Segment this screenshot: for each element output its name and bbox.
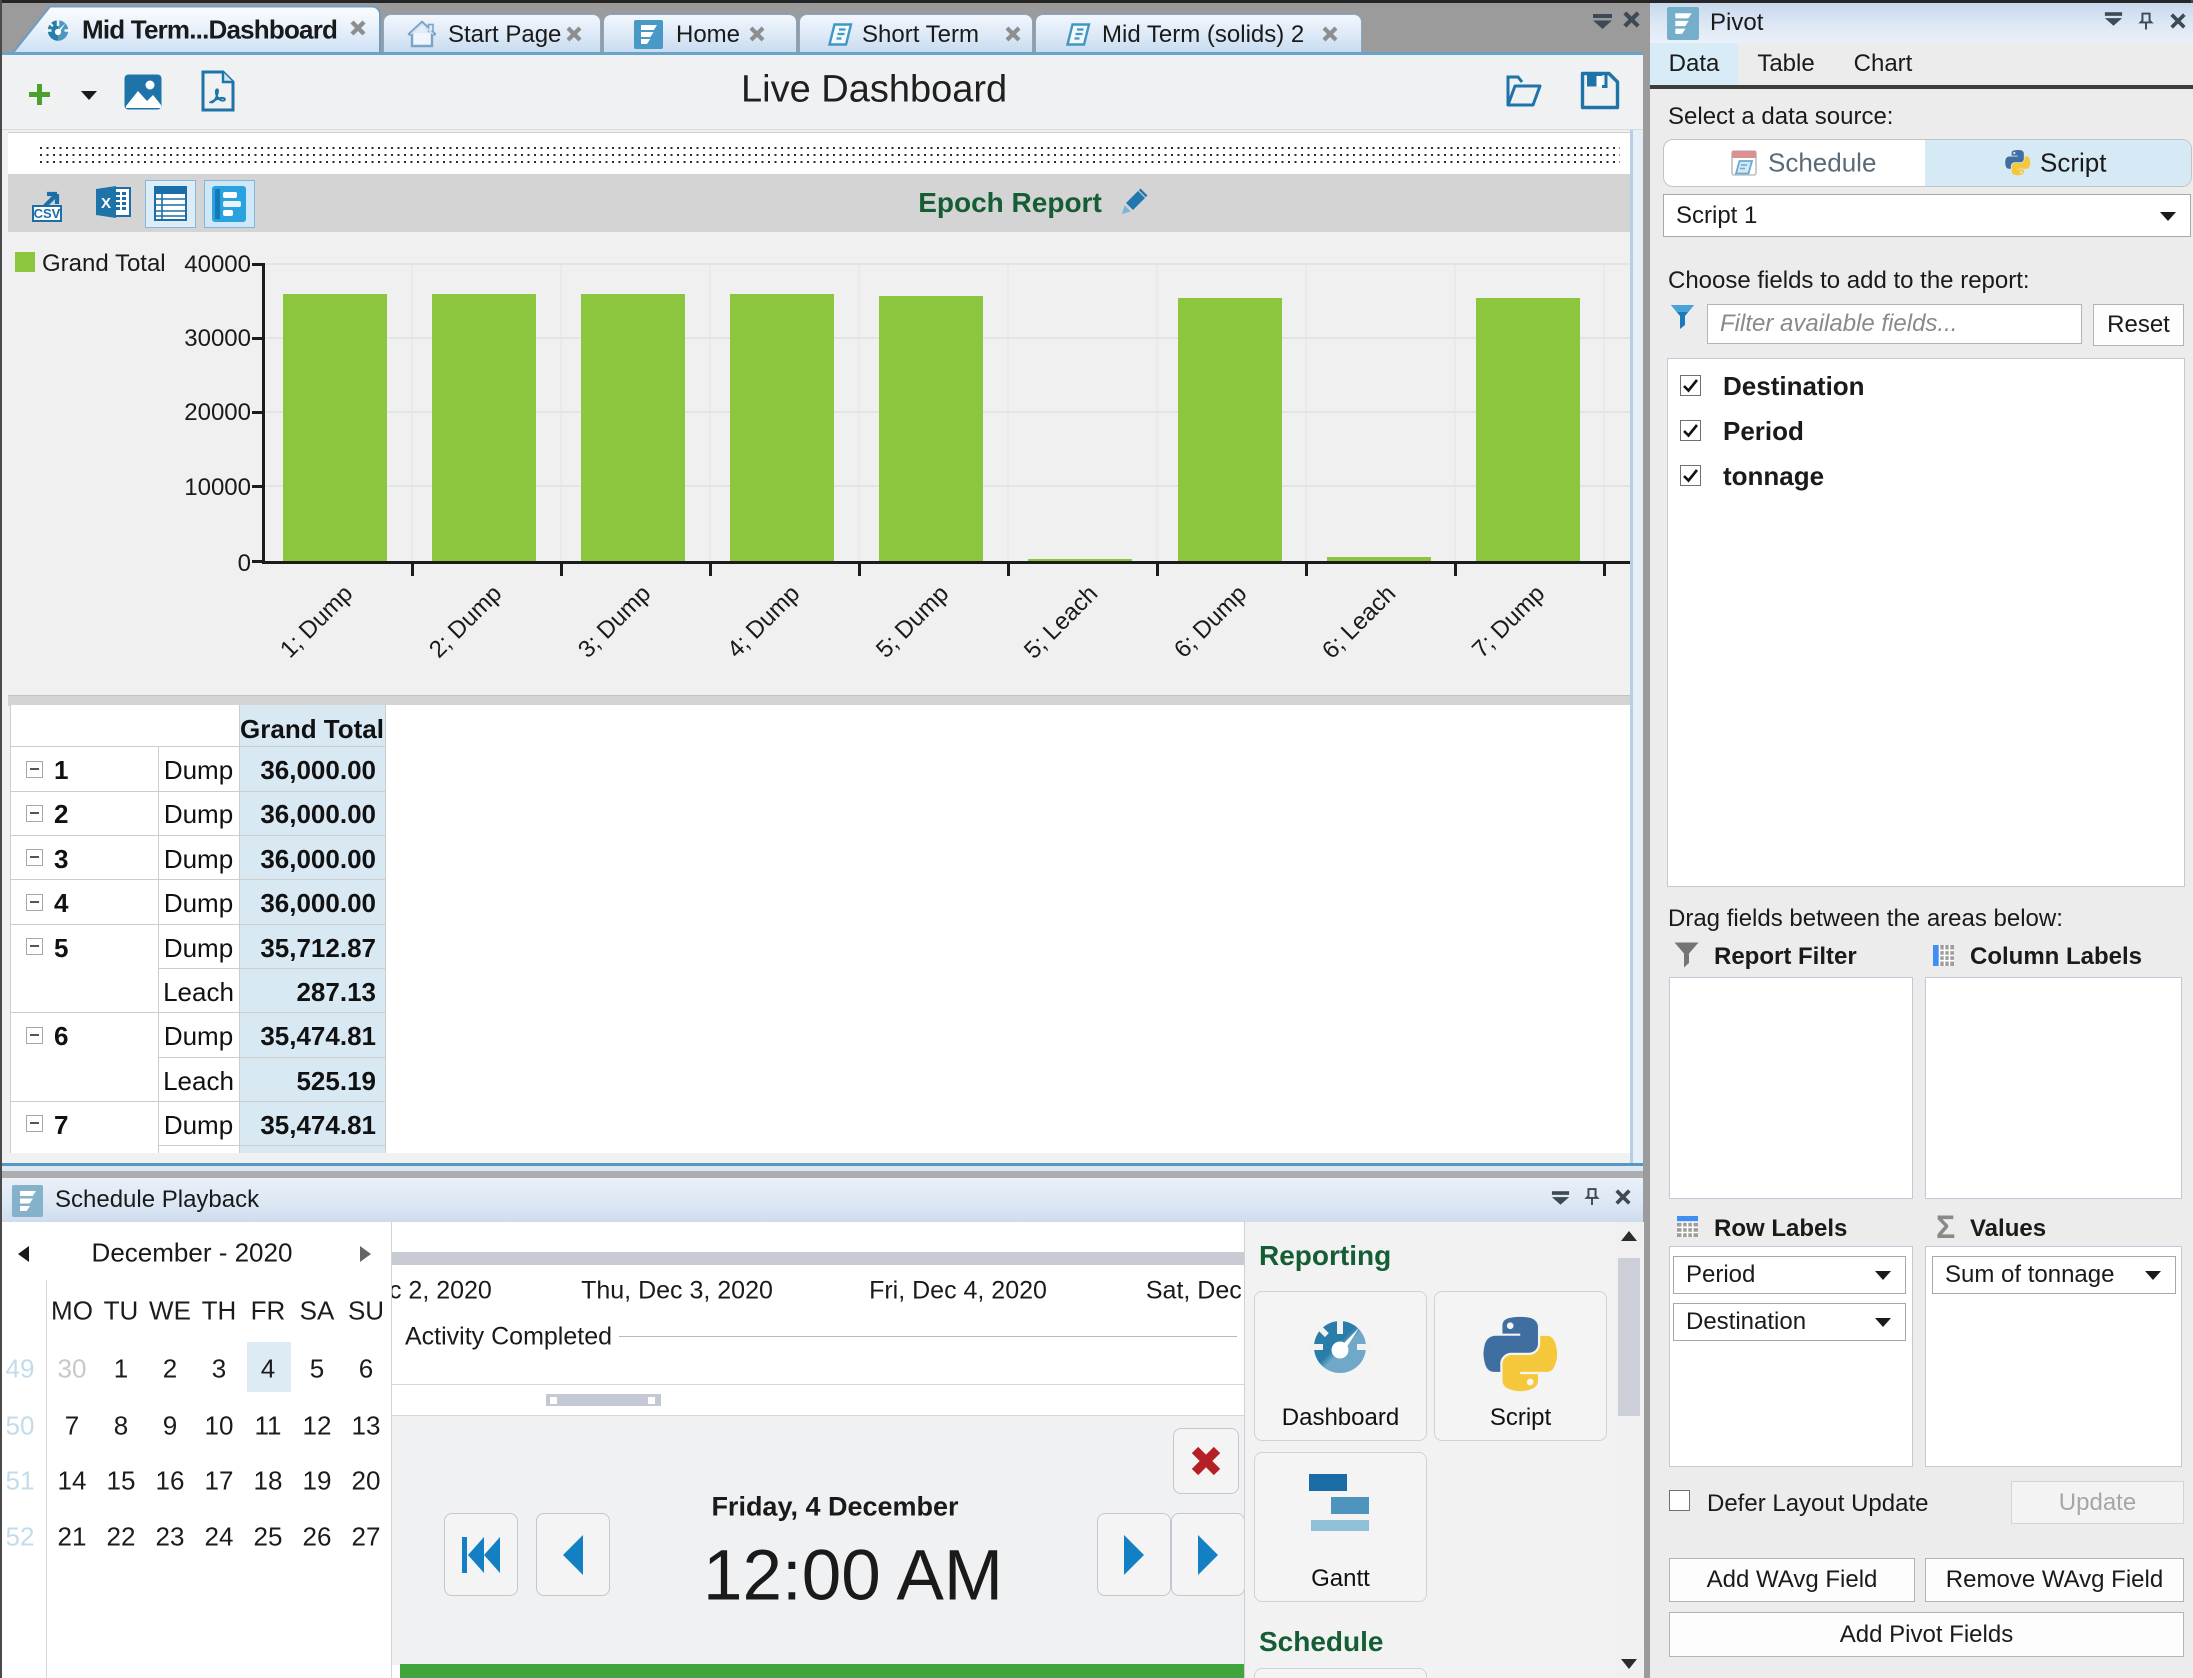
svg-text:X: X <box>101 195 111 212</box>
svg-text:CSV: CSV <box>34 206 61 221</box>
